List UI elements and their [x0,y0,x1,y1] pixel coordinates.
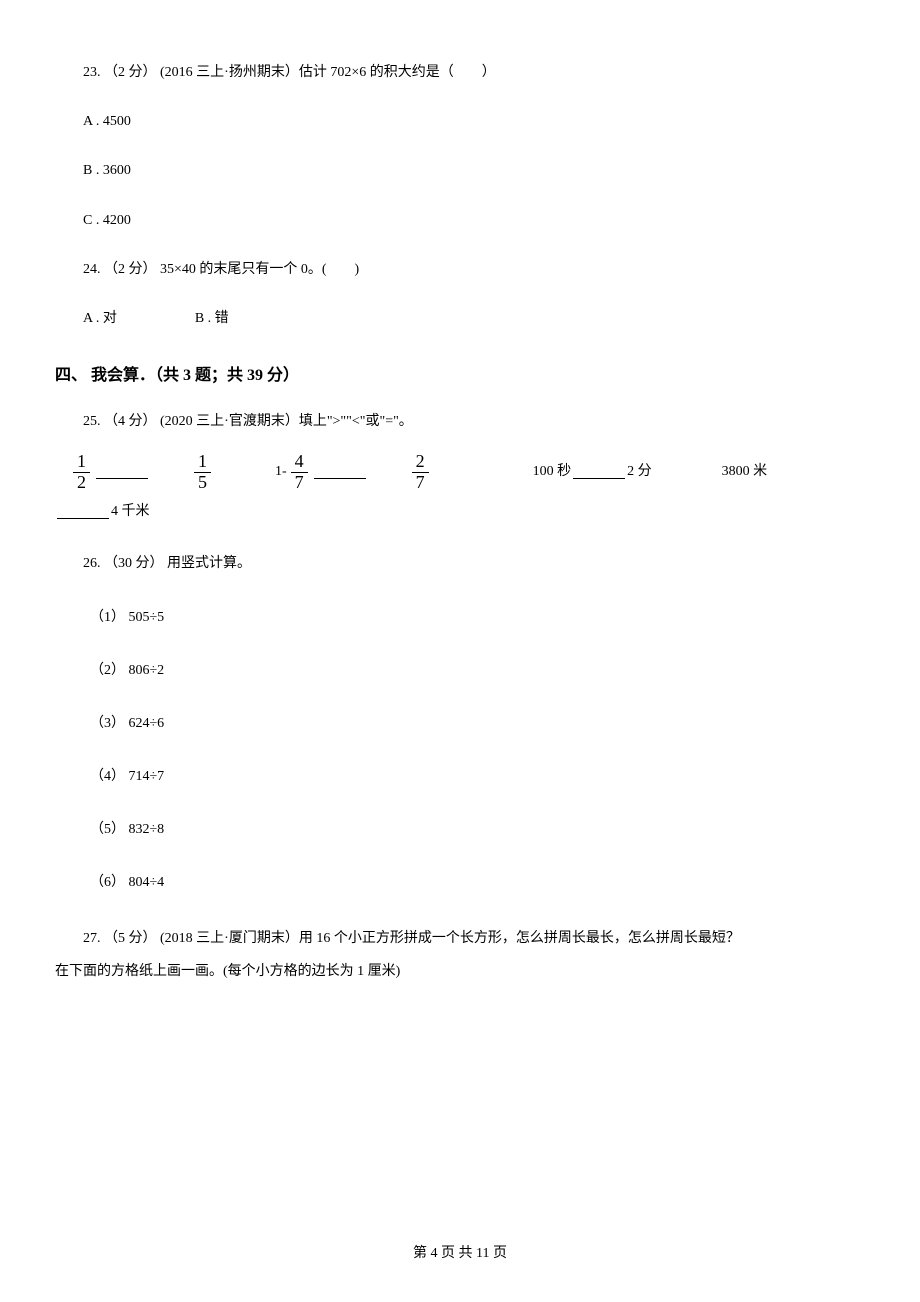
q25-part4-continuation: 4 千米 [55,497,865,528]
numerator: 1 [73,452,90,473]
q25-comparison-row: 1 2 1 5 1- 4 7 2 7 100 [55,452,865,493]
q26-item-6: （6） 804÷4 [55,870,865,895]
fraction-2-7: 2 7 [412,452,429,493]
fraction-1-2: 1 2 [73,452,90,493]
q23-option-b: B . 3600 [55,158,865,183]
question-23-text: 23. （2 分） (2016 三上·扬州期末）估计 702×6 的积大约是（ … [55,60,865,85]
part4-after: 4 千米 [111,497,150,528]
page-footer: 第 4 页 共 11 页 [0,1242,920,1262]
blank-input[interactable] [314,465,366,479]
denominator: 7 [291,473,308,493]
blank-input[interactable] [96,465,148,479]
denominator: 7 [412,473,429,493]
part3-after: 2 分 [627,457,652,488]
question-24-text: 24. （2 分） 35×40 的末尾只有一个 0。( ) [55,257,865,282]
q25-part2: 1- 4 7 2 7 [275,452,433,493]
q26-item-5: （5） 832÷8 [55,817,865,842]
question-25: 25. （4 分） (2020 三上·官渡期末）填上">""<"或"="。 1 … [55,409,865,528]
fraction-4-7: 4 7 [291,452,308,493]
numerator: 1 [194,452,211,473]
part2-prefix: 1- [275,457,287,488]
question-26: 26. （30 分） 用竖式计算。 （1） 505÷5 （2） 806÷2 （3… [55,551,865,895]
q26-item-4: （4） 714÷7 [55,764,865,789]
blank-input[interactable] [573,465,625,479]
q25-part4: 3800 米 [722,457,768,488]
q26-item-1: （1） 505÷5 [55,605,865,630]
question-27-line1: 27. （5 分） (2018 三上·厦门期末）用 16 个小正方形拼成一个长方… [55,926,865,951]
blank-input[interactable] [57,505,109,519]
part4-before: 3800 米 [722,457,768,488]
q26-item-3: （3） 624÷6 [55,711,865,736]
part3-before: 100 秒 [533,457,572,488]
q25-part1: 1 2 1 5 [69,452,215,493]
fraction-1-5: 1 5 [194,452,211,493]
q24-option-a: A . 对 [55,306,117,331]
denominator: 2 [73,473,90,493]
q23-option-c: C . 4200 [55,208,865,233]
q23-option-a: A . 4500 [55,109,865,134]
question-25-text: 25. （4 分） (2020 三上·官渡期末）填上">""<"或"="。 [55,409,865,434]
question-24: 24. （2 分） 35×40 的末尾只有一个 0。( ) A . 对 B . … [55,257,865,333]
question-26-text: 26. （30 分） 用竖式计算。 [55,551,865,576]
question-23: 23. （2 分） (2016 三上·扬州期末）估计 702×6 的积大约是（ … [55,60,865,233]
question-27: 27. （5 分） (2018 三上·厦门期末）用 16 个小正方形拼成一个长方… [55,926,865,984]
section-4-heading: 四、 我会算．（共 3 题；共 39 分） [55,361,865,385]
q26-item-2: （2） 806÷2 [55,658,865,683]
numerator: 4 [291,452,308,473]
q24-options-row: A . 对 B . 错 [55,282,865,333]
denominator: 5 [194,473,211,493]
q24-option-b: B . 错 [195,306,229,331]
q25-part3: 100 秒 2 分 [533,457,652,488]
question-27-line2: 在下面的方格纸上画一画。(每个小方格的边长为 1 厘米) [55,959,865,984]
numerator: 2 [412,452,429,473]
